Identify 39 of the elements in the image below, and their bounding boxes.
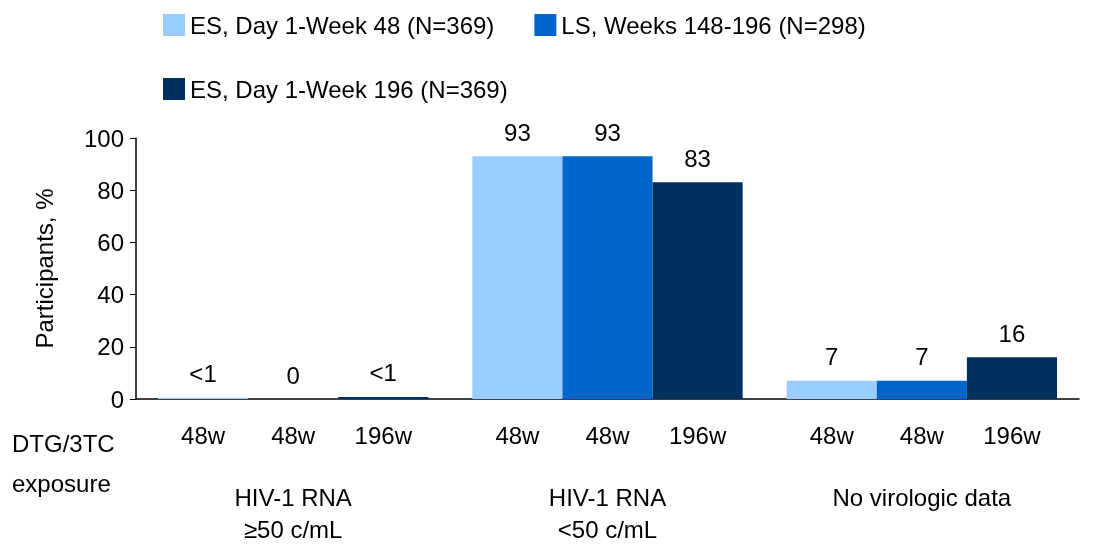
y-axis-title: Participants, % bbox=[30, 188, 58, 349]
text: 48w bbox=[271, 421, 316, 449]
y-tick-label: 80 bbox=[97, 176, 124, 204]
bar bbox=[966, 357, 1057, 399]
legend-label: ES, Day 1-Week 48 (N=369) bbox=[190, 11, 495, 39]
text: 48w bbox=[899, 421, 945, 449]
data-label: <1 bbox=[189, 360, 217, 388]
bar bbox=[472, 156, 563, 399]
bar bbox=[562, 156, 653, 399]
text: 196w bbox=[354, 421, 413, 449]
data-label: 93 bbox=[504, 118, 531, 146]
text: 196w bbox=[668, 421, 727, 449]
data-label: 16 bbox=[998, 319, 1026, 347]
y-tick-label: 60 bbox=[97, 228, 124, 256]
data-label: 7 bbox=[825, 343, 839, 371]
x-tick-label: No virologic data bbox=[832, 483, 1012, 511]
text: 48w bbox=[809, 421, 855, 449]
bar bbox=[876, 380, 967, 399]
text: 196w bbox=[983, 421, 1042, 449]
data-label: 7 bbox=[915, 343, 929, 371]
x-tick-label: HIV-1 RNA <50 c/mL bbox=[548, 483, 667, 543]
y-tick-label: 20 bbox=[97, 333, 124, 361]
data-label: 0 bbox=[286, 361, 300, 389]
text: DTG/3TC exposure bbox=[12, 429, 115, 497]
bar bbox=[338, 396, 429, 399]
y-tick-label: 100 bbox=[83, 124, 124, 152]
y-tick-label: 40 bbox=[97, 281, 124, 309]
data-label: <1 bbox=[369, 359, 397, 387]
x-tick-label: HIV-1 RNA ≥50 c/mL bbox=[234, 483, 352, 543]
bar bbox=[786, 380, 877, 399]
data-label: 93 bbox=[594, 118, 621, 146]
text: 48w bbox=[495, 421, 541, 449]
text: 48w bbox=[585, 421, 631, 449]
text: 48w bbox=[181, 421, 226, 449]
y-tick-label: 0 bbox=[110, 385, 124, 413]
legend-label: ES, Day 1-Week 196 (N=369) bbox=[190, 75, 508, 103]
bar bbox=[652, 182, 743, 399]
legend-label: LS, Weeks 148-196 (N=298) bbox=[561, 11, 866, 39]
data-label: 83 bbox=[684, 144, 711, 172]
